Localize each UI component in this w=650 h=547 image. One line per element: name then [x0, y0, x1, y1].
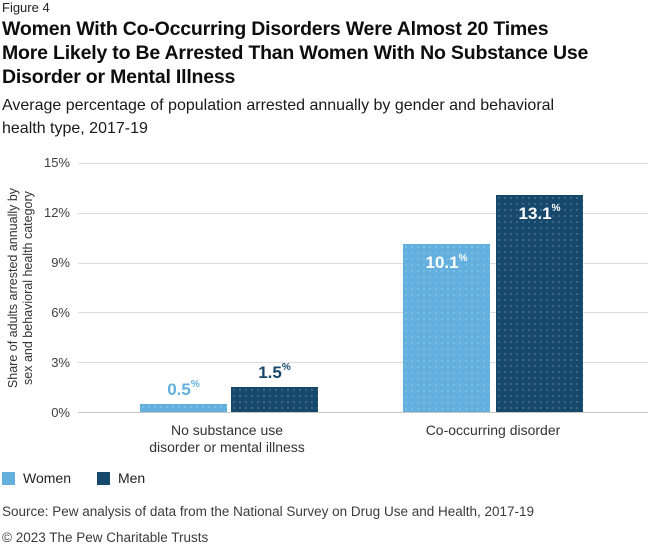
bar-value-label: 0.5%	[167, 379, 200, 399]
legend-label-women: Women	[23, 470, 71, 486]
legend-swatch-men	[96, 471, 110, 485]
plot-area: 0.5% 1.5% 10.1% 13.1%	[78, 163, 648, 413]
figure-title-line: More Likely to Be Arrested Than Women Wi…	[2, 42, 589, 64]
x-category-label-no-disorder: No substance use disorder or mental illn…	[149, 422, 305, 455]
bar-women-co-occurring: 10.1%	[403, 244, 490, 412]
bar-value-label: 10.1%	[425, 252, 468, 273]
bar-men-no-disorder: 1.5%	[231, 362, 318, 412]
figure-title-line: Women With Co-Occurring Disorders Were A…	[2, 18, 549, 40]
gridline-9pct	[78, 262, 648, 264]
bar-value-label: 1.5%	[258, 362, 291, 383]
legend: Women Men	[2, 470, 145, 486]
source-note: Source: Pew analysis of data from the Na…	[2, 504, 535, 519]
legend-item-women: Women	[2, 470, 71, 486]
figure-title: Women With Co-Occurring Disorders Were A…	[2, 17, 646, 89]
y-axis-title-line: sex and behavioral health category	[21, 191, 35, 385]
gridline-6pct	[78, 312, 648, 314]
figure-title-line: Disorder or Mental Illness	[2, 66, 236, 88]
gridline-3pct	[78, 362, 648, 364]
y-tick-3: 3%	[51, 355, 70, 370]
legend-label-men: Men	[117, 470, 146, 486]
legend-swatch-women	[2, 471, 15, 485]
y-axis-title-line: Share of adults arrested annually by	[6, 187, 20, 389]
copyright-note: © 2023 The Pew Charitable Trusts	[2, 530, 209, 545]
figure-subtitle-line: health type, 2017-19	[2, 120, 148, 137]
y-tick-15: 15%	[43, 155, 70, 170]
figure-label: Figure 4	[2, 0, 50, 15]
x-category-label-co-occurring: Co-occurring disorder	[425, 422, 561, 438]
bar-women-no-disorder: 0.5%	[140, 379, 227, 412]
y-tick-12: 12%	[43, 205, 70, 220]
bar-men-co-occurring: 13.1%	[496, 194, 583, 412]
gridline-12pct	[78, 212, 648, 214]
y-tick-9: 9%	[51, 255, 70, 270]
y-tick-0: 0%	[51, 405, 70, 420]
y-axis-title: Share of adults arrested annually by sex…	[6, 163, 36, 413]
figure-subtitle-line: Average percentage of population arreste…	[2, 97, 555, 114]
y-tick-6: 6%	[51, 305, 70, 320]
gridline-15pct	[78, 163, 648, 164]
figure-subtitle: Average percentage of population arreste…	[2, 94, 642, 140]
bar-value-label: 13.1%	[518, 202, 561, 223]
legend-item-men: Men	[96, 470, 146, 486]
